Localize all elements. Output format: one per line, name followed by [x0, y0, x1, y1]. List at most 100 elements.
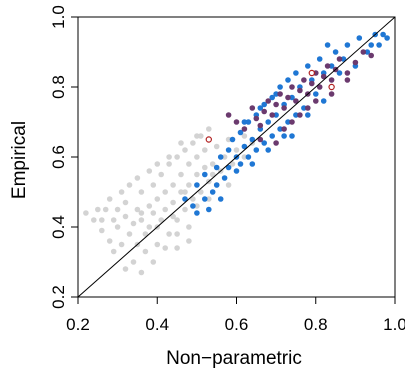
- y-tick-label: 0.4: [49, 215, 68, 239]
- data-point-gray: [182, 147, 188, 153]
- data-point-blue: [190, 203, 196, 209]
- data-point-blue: [233, 168, 240, 174]
- data-point-gray: [114, 206, 121, 213]
- data-point-gray: [186, 224, 192, 230]
- data-point-gray: [166, 161, 172, 167]
- data-point-blue: [217, 154, 224, 160]
- data-point-blue: [261, 140, 268, 146]
- data-point-purple: [293, 98, 299, 104]
- data-point-blue: [293, 70, 299, 76]
- data-point-purple: [225, 112, 232, 118]
- data-point-purple: [269, 112, 276, 118]
- data-point-gray: [186, 238, 192, 244]
- data-point-gray: [142, 248, 149, 255]
- data-point-gray: [241, 154, 248, 160]
- data-point-gray: [162, 189, 168, 195]
- data-point-purple: [336, 56, 343, 62]
- data-point-blue: [293, 112, 299, 118]
- data-point-gray: [150, 210, 157, 216]
- data-point-blue: [265, 119, 272, 125]
- data-point-gray: [126, 231, 133, 237]
- data-point-blue: [277, 126, 283, 132]
- data-point-purple: [289, 119, 295, 125]
- data-point-gray: [114, 224, 121, 230]
- data-point-blue: [206, 206, 212, 213]
- data-point-gray: [174, 217, 180, 223]
- data-point-gray: [194, 133, 200, 139]
- data-point-gray: [190, 196, 196, 202]
- data-point-blue: [237, 161, 244, 167]
- data-point-purple: [297, 87, 303, 94]
- data-point-blue: [305, 112, 311, 118]
- x-tick-label: 1.0: [383, 315, 405, 334]
- data-point-gray: [99, 217, 105, 223]
- data-point-gray: [198, 133, 204, 139]
- data-point-purple: [281, 105, 287, 111]
- x-tick-label: 0.2: [66, 315, 90, 334]
- data-point-blue: [182, 196, 188, 202]
- data-point-gray: [202, 164, 208, 171]
- data-point-blue: [316, 56, 323, 62]
- data-point-blue: [221, 175, 228, 181]
- data-point-gray: [122, 213, 129, 220]
- data-point-gray: [83, 210, 89, 216]
- data-point-gray: [194, 154, 200, 160]
- data-point-blue: [289, 94, 295, 101]
- data-point-blue: [273, 91, 279, 97]
- data-point-gray: [102, 206, 109, 213]
- data-point-purple: [273, 140, 279, 146]
- data-point-purple: [313, 98, 319, 104]
- y-tick-label: 0.2: [49, 285, 68, 309]
- data-point-gray: [178, 140, 184, 146]
- data-point-purple: [277, 91, 283, 97]
- data-point-blue: [194, 210, 200, 216]
- y-axis-label: Empirical: [9, 121, 30, 199]
- data-point-gray: [150, 182, 157, 188]
- data-point-blue: [202, 171, 208, 178]
- data-point-purple: [324, 63, 331, 69]
- data-point-purple: [257, 122, 264, 129]
- data-point-gray: [178, 189, 184, 195]
- data-point-gray: [166, 154, 172, 160]
- y-tick-label: 1.0: [49, 5, 68, 29]
- data-point-gray: [178, 171, 184, 178]
- data-point-gray: [170, 199, 176, 206]
- data-point-gray: [126, 182, 133, 188]
- data-point-gray: [206, 196, 212, 202]
- data-point-purple: [297, 112, 303, 118]
- data-point-gray: [138, 217, 145, 223]
- data-point-blue: [245, 119, 252, 125]
- y-tick-label: 0.6: [49, 145, 68, 169]
- data-point-purple: [344, 77, 351, 83]
- x-tick-label: 0.8: [304, 315, 328, 334]
- data-point-gray: [142, 231, 149, 237]
- data-point-gray: [154, 161, 161, 167]
- data-point-blue: [237, 129, 244, 136]
- data-point-blue: [261, 101, 268, 108]
- data-point-gray: [106, 196, 113, 202]
- data-point-gray: [138, 269, 145, 276]
- data-point-blue: [269, 94, 276, 101]
- data-point-blue: [277, 84, 283, 90]
- data-point-gray: [158, 217, 164, 223]
- data-point-purple: [233, 119, 240, 125]
- data-point-blue: [380, 31, 386, 38]
- data-point-gray: [221, 154, 228, 160]
- data-point-blue: [225, 147, 232, 153]
- data-point-gray: [213, 143, 220, 150]
- data-point-purple: [301, 77, 307, 83]
- data-point-blue: [273, 112, 279, 118]
- data-point-purple: [261, 108, 268, 115]
- data-point-red_ring: [205, 136, 212, 143]
- data-point-blue: [364, 49, 371, 55]
- data-point-purple: [257, 136, 264, 143]
- data-point-gray: [110, 217, 117, 223]
- data-point-blue: [301, 105, 307, 111]
- data-point-gray: [162, 245, 168, 251]
- data-point-blue: [249, 161, 256, 167]
- data-point-blue: [241, 143, 248, 150]
- data-point-gray: [225, 136, 232, 143]
- x-axis-label: Non−parametric: [166, 348, 302, 369]
- data-point-blue: [281, 133, 287, 139]
